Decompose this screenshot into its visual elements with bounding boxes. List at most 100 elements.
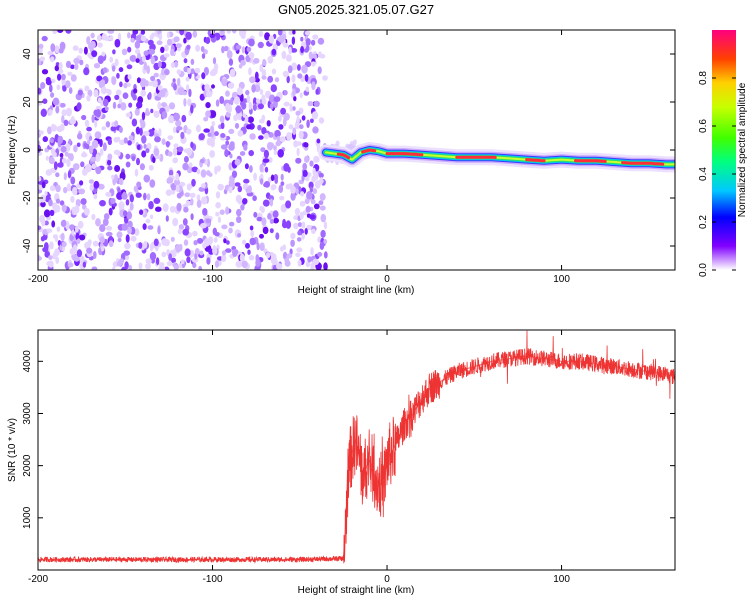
noise-speckle <box>104 106 109 112</box>
noise-speckle <box>290 192 296 201</box>
noise-speckle <box>309 160 314 167</box>
noise-speckle <box>45 155 49 161</box>
noise-speckle <box>50 92 55 98</box>
noise-speckle <box>77 133 83 140</box>
noise-speckle <box>297 73 303 79</box>
noise-speckle <box>280 173 284 181</box>
noise-speckle <box>81 204 87 210</box>
noise-speckle <box>132 94 137 101</box>
noise-speckle <box>196 199 202 208</box>
noise-speckle <box>306 191 313 200</box>
noise-speckle <box>294 207 300 216</box>
noise-speckle <box>77 220 84 229</box>
noise-speckle <box>112 266 116 270</box>
noise-speckle <box>90 156 97 162</box>
noise-speckle <box>114 94 120 100</box>
noise-speckle <box>259 178 264 185</box>
noise-speckle <box>205 110 211 118</box>
noise-speckle <box>113 137 120 143</box>
noise-speckle <box>304 74 309 82</box>
noise-speckle <box>278 124 284 130</box>
noise-speckle <box>102 218 109 227</box>
noise-speckle <box>167 135 174 141</box>
noise-speckle <box>306 119 310 128</box>
noise-speckle <box>235 105 242 114</box>
noise-speckle <box>186 183 192 191</box>
noise-speckle <box>48 109 53 116</box>
noise-speckle <box>221 78 229 87</box>
noise-speckle <box>269 103 274 110</box>
noise-speckle <box>231 170 238 178</box>
noise-speckle <box>145 218 151 224</box>
noise-speckle <box>259 205 264 212</box>
noise-speckle <box>95 166 102 175</box>
noise-speckle <box>311 175 316 183</box>
noise-speckle <box>296 147 300 157</box>
noise-speckle <box>52 97 60 106</box>
noise-speckle <box>267 55 274 64</box>
noise-speckle <box>49 209 55 217</box>
noise-speckle <box>221 46 225 54</box>
noise-speckle <box>107 89 112 96</box>
noise-speckle <box>168 102 176 110</box>
noise-speckle <box>148 129 155 137</box>
noise-speckle <box>226 50 233 59</box>
noise-speckle <box>59 152 64 158</box>
noise-speckle <box>56 226 61 232</box>
noise-speckle <box>313 203 320 210</box>
noise-speckle <box>57 240 62 246</box>
noise-speckle <box>254 71 259 81</box>
noise-speckle <box>145 263 151 270</box>
noise-speckle <box>198 265 203 270</box>
noise-speckle <box>278 35 285 43</box>
noise-speckle <box>274 177 279 184</box>
noise-speckle <box>272 210 279 219</box>
noise-speckle <box>262 158 270 163</box>
noise-speckle <box>62 186 68 194</box>
noise-speckle <box>195 124 201 133</box>
noise-speckle <box>290 232 296 240</box>
noise-speckle <box>268 94 276 103</box>
ridge-hot-segment <box>525 158 546 163</box>
snr-xlabel: Height of straight line (km) <box>298 585 415 596</box>
noise-speckle <box>70 176 76 185</box>
spectrogram-xtick-label: 0 <box>384 274 390 285</box>
noise-speckle <box>136 157 140 166</box>
noise-speckle <box>259 163 264 173</box>
noise-speckle <box>253 211 258 218</box>
noise-speckle <box>75 199 81 207</box>
noise-speckle <box>48 199 53 207</box>
noise-speckle <box>182 162 189 171</box>
noise-speckle <box>291 36 296 45</box>
noise-speckle <box>316 138 321 144</box>
noise-speckle <box>126 64 133 70</box>
noise-speckle <box>136 181 142 188</box>
noise-speckle <box>323 262 328 270</box>
noise-speckle <box>243 144 248 151</box>
snr-xtick-label: 100 <box>553 574 570 585</box>
noise-speckle <box>254 84 260 92</box>
noise-speckle <box>121 266 127 270</box>
noise-speckle <box>173 112 180 121</box>
noise-speckle <box>91 163 97 170</box>
noise-speckle <box>190 104 194 114</box>
noise-speckle <box>288 46 292 55</box>
noise-speckle <box>229 153 233 159</box>
noise-speckle <box>49 84 53 93</box>
noise-speckle <box>121 192 128 200</box>
noise-speckle <box>77 89 83 96</box>
noise-speckle <box>150 56 155 65</box>
noise-speckle <box>176 192 182 199</box>
noise-speckle <box>214 231 220 237</box>
noise-speckle <box>251 84 256 93</box>
noise-speckle <box>38 176 42 182</box>
noise-speckle <box>245 242 250 249</box>
noise-speckle <box>274 77 280 83</box>
noise-speckle <box>310 39 316 46</box>
noise-speckle <box>201 183 206 189</box>
noise-speckle <box>249 133 256 140</box>
noise-speckle <box>69 248 77 255</box>
noise-speckle <box>44 220 49 226</box>
noise-speckle <box>240 204 245 211</box>
